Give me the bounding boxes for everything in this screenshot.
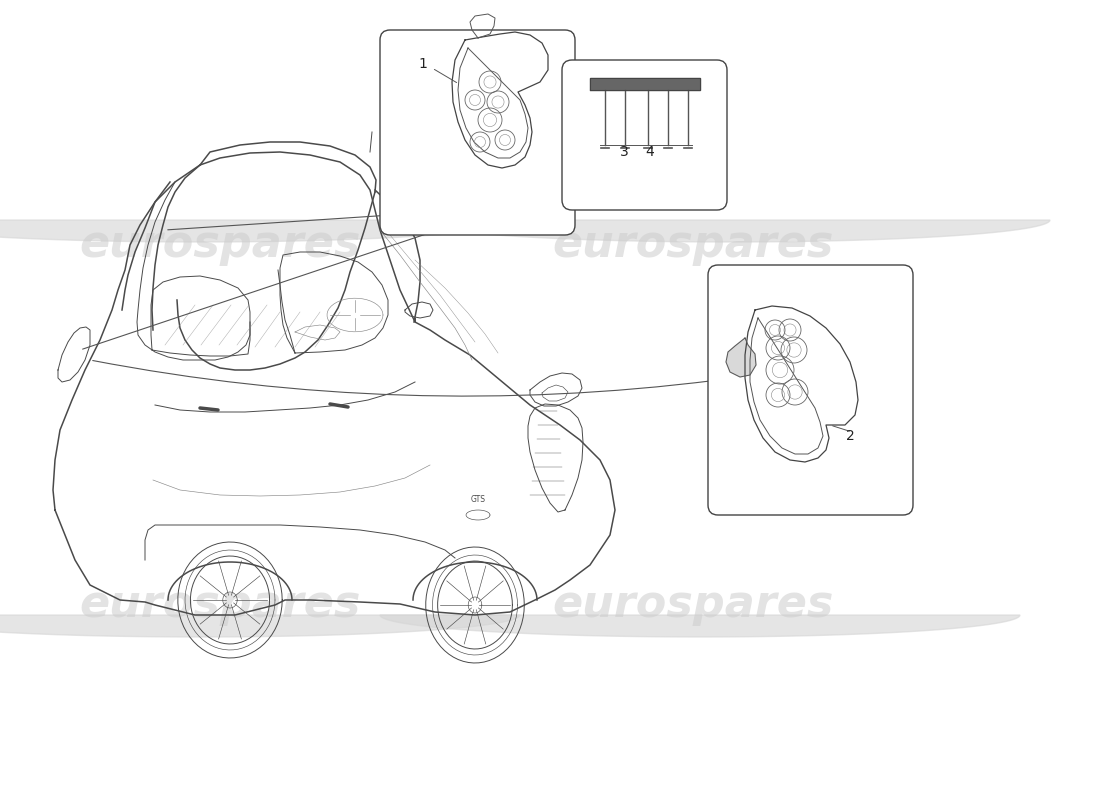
Text: 1: 1: [418, 57, 427, 71]
Text: eurospares: eurospares: [79, 582, 361, 626]
Text: eurospares: eurospares: [552, 222, 834, 266]
Text: eurospares: eurospares: [79, 222, 361, 266]
Text: 4: 4: [645, 145, 653, 159]
Polygon shape: [0, 615, 520, 637]
Polygon shape: [726, 338, 756, 377]
Text: 3: 3: [620, 145, 629, 159]
Text: 2: 2: [846, 429, 855, 443]
Polygon shape: [590, 78, 700, 90]
FancyBboxPatch shape: [379, 30, 575, 235]
Text: GTS: GTS: [471, 495, 485, 504]
FancyBboxPatch shape: [708, 265, 913, 515]
Polygon shape: [410, 220, 1050, 242]
Polygon shape: [379, 615, 1020, 637]
Polygon shape: [0, 220, 520, 242]
Text: eurospares: eurospares: [552, 582, 834, 626]
FancyBboxPatch shape: [562, 60, 727, 210]
